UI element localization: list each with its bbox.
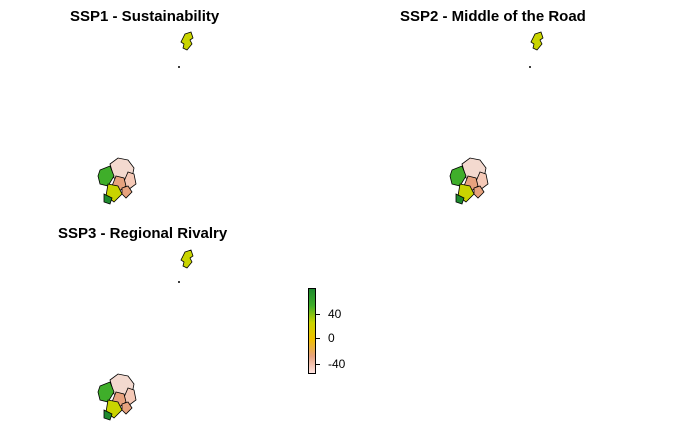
legend-tick-label: 40 [328,307,342,321]
legend-tick-mark [316,338,320,339]
island-north [180,249,194,269]
island-dot [178,66,180,68]
legend-tick-mark [316,364,320,365]
legend-tick-label: 0 [328,331,335,345]
main-landmass [449,157,489,205]
panel-map-ssp3 [97,249,194,421]
panel-title-ssp1: SSP1 - Sustainability [70,8,220,25]
island-north [180,31,194,51]
panel-title-ssp2: SSP2 - Middle of the Road [400,8,586,25]
island-dot [178,281,180,283]
island-dot [529,66,531,68]
legend-tick-label: -40 [328,357,346,371]
main-landmass [97,157,137,205]
panel-map-ssp1 [97,31,194,205]
legend-color-bar [308,288,316,374]
island-north [530,31,544,51]
panel-map-ssp2 [449,31,544,205]
main-landmass [97,373,137,421]
panel-title-ssp3: SSP3 - Regional Rivalry [58,225,228,242]
color-legend: 40 0 -40 [308,288,368,378]
legend-tick-mark [316,314,320,315]
